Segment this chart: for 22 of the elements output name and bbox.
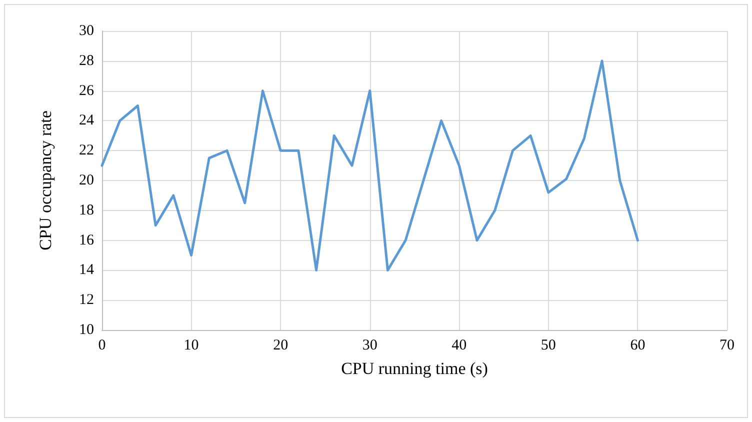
x-tick-label: 40 — [452, 338, 467, 354]
x-tick-label: 0 — [98, 338, 106, 354]
y-tick-label: 18 — [79, 202, 94, 218]
y-tick-label: 24 — [79, 112, 94, 129]
y-tick-label: 12 — [79, 292, 94, 308]
y-tick-label: 26 — [79, 82, 94, 99]
y-axis-title: CPU occupancy rate — [36, 110, 55, 250]
x-axis-title: CPU running time (s) — [341, 359, 488, 378]
x-tick-label: 70 — [720, 338, 734, 354]
y-tick-label: 16 — [79, 232, 94, 248]
line-series — [100, 60, 639, 272]
y-tick-label: 20 — [79, 172, 94, 188]
y-tick-label: 14 — [79, 262, 94, 278]
y-tick-label: 22 — [79, 142, 94, 159]
y-tick-label: 30 — [79, 23, 94, 39]
x-tick-label: 60 — [630, 338, 646, 354]
x-tick-label: 30 — [362, 338, 378, 354]
x-tick-label: 20 — [273, 338, 288, 354]
x-tick-label: 10 — [184, 338, 199, 354]
x-tick-label: 50 — [540, 338, 556, 354]
y-tick-label: 10 — [79, 322, 94, 338]
y-tick-label: 28 — [79, 52, 94, 69]
